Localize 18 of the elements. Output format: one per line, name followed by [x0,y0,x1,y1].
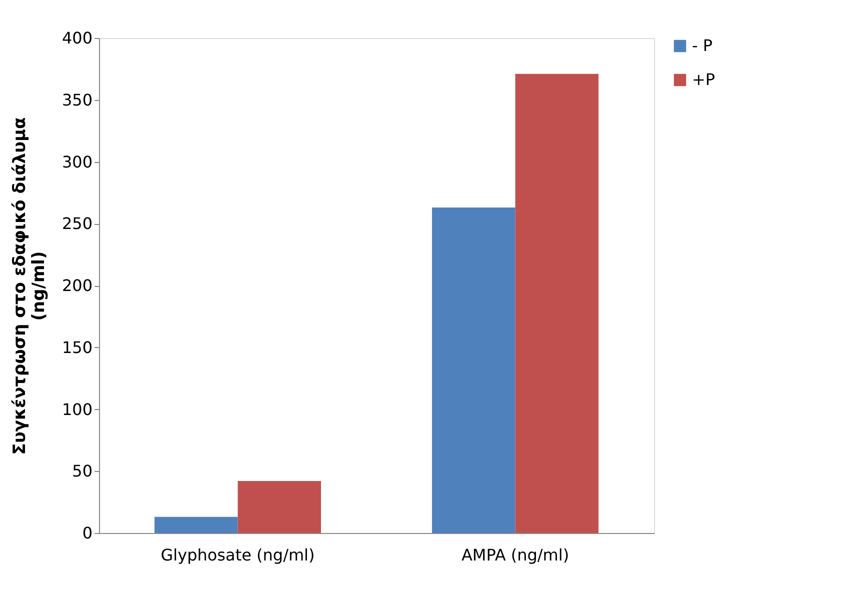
y-tick-label: 350 [62,90,92,110]
y-axis-title: Συγκέντρωση στο εδαφικό διάλυμα (ng/ml) [10,117,49,455]
bar [154,516,238,533]
bar [238,481,321,533]
legend-label: - P [692,36,713,55]
y-tick-label: 200 [62,276,92,295]
y-tick-label: 0 [82,524,92,542]
bar [432,208,516,533]
legend-label: +P [692,70,716,89]
x-tick-label: AMPA (ng/ml) [461,546,570,564]
bar [515,74,598,533]
y-tick-label: 300 [62,152,92,172]
y-tick-label: 250 [62,214,92,234]
y-tick-label: 150 [62,338,92,357]
x-tick-label: Glyphosate (ng/ml) [160,546,315,564]
y-tick-label: 400 [62,28,92,48]
y-tick-label: 50 [72,462,92,481]
y-tick-label: 100 [62,400,92,419]
